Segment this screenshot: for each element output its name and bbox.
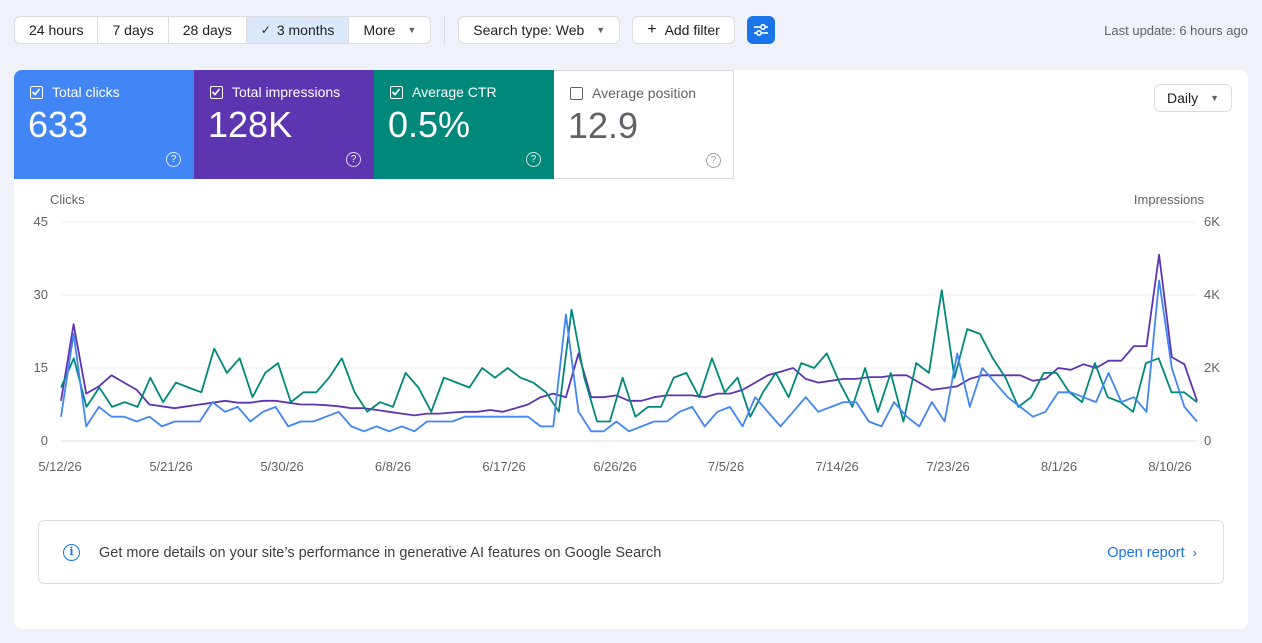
range-28-days[interactable]: 28 days [169, 17, 247, 43]
range-label: 3 months [276, 22, 335, 38]
performance-card: Total clicks 633 ? Total impressions 128… [14, 70, 1248, 629]
caret-down-icon: ▼ [596, 25, 606, 35]
open-report-link[interactable]: Open report › [1107, 545, 1197, 561]
help-icon[interactable]: ? [346, 152, 361, 167]
sliders-icon [753, 23, 768, 37]
metric-label: Total impressions [232, 84, 341, 100]
add-filter-label: Add filter [664, 22, 720, 38]
y-axis-left-title: Clicks [50, 192, 85, 207]
last-update-text: Last update: 6 hours ago [1104, 23, 1248, 38]
toolbar: 24 hours 7 days 28 days ✓ 3 months More ▼ … [14, 16, 775, 44]
help-icon[interactable]: ? [526, 152, 541, 167]
chevron-right-icon: › [1192, 545, 1197, 560]
range-3-months[interactable]: ✓ 3 months [246, 17, 350, 43]
y-tick-left: 0 [41, 433, 48, 448]
check-icon: ✓ [260, 23, 271, 37]
performance-chart: Clicks Impressions 45 6K 30 4K 15 2K 0 0 5/12/26 5/… [34, 192, 1221, 474]
x-tick-label: 8/10/26 [1148, 459, 1191, 474]
metric-total-impressions[interactable]: Total impressions 128K ? [194, 70, 374, 179]
metric-label: Average CTR [412, 84, 497, 100]
metric-value: 128K [208, 104, 293, 145]
y-tick-right: 0 [1204, 433, 1211, 448]
date-range-selector: 24 hours 7 days 28 days ✓ 3 months More ▼ [14, 16, 432, 44]
toolbar-divider [444, 16, 446, 44]
metric-average-position[interactable]: Average position 12.9 ? [554, 70, 734, 179]
x-tick-label: 7/14/26 [815, 459, 858, 474]
granularity-dropdown[interactable]: Daily ▼ [1153, 84, 1232, 112]
series-line-ctr [60, 289, 1198, 423]
ai-features-banner: i Get more details on your site’s perfor… [38, 520, 1224, 584]
open-report-label: Open report [1107, 545, 1185, 561]
metric-total-clicks[interactable]: Total clicks 633 ? [14, 70, 194, 179]
metric-label: Total clicks [52, 84, 120, 100]
y-tick-left: 15 [34, 360, 48, 375]
metric-average-ctr[interactable]: Average CTR 0.5% ? [374, 70, 554, 179]
metric-value: 12.9 [568, 105, 639, 146]
metric-value: 633 [28, 104, 89, 145]
help-icon[interactable]: ? [166, 152, 181, 167]
range-more-dropdown[interactable]: More ▼ [349, 17, 430, 43]
search-type-dropdown[interactable]: Search type: Web ▼ [458, 16, 621, 44]
y-tick-right: 4K [1204, 287, 1220, 302]
y-tick-right: 2K [1204, 360, 1220, 375]
series-line-impressions [60, 253, 1198, 417]
banner-message: Get more details on your site’s performa… [99, 545, 662, 561]
x-tick-label: 6/26/26 [593, 459, 636, 474]
x-tick-label: 5/12/26 [38, 459, 81, 474]
x-tick-label: 6/17/26 [482, 459, 525, 474]
add-filter-button[interactable]: + Add filter [632, 16, 735, 44]
checkbox-checked-icon[interactable] [210, 86, 223, 99]
checkbox-checked-icon[interactable] [390, 86, 403, 99]
y-axis-right-title: Impressions [1134, 192, 1205, 207]
range-label: 28 days [182, 22, 232, 38]
x-tick-label: 7/23/26 [926, 459, 969, 474]
x-tick-label: 7/5/26 [708, 459, 744, 474]
checkbox-checked-icon[interactable] [30, 86, 43, 99]
granularity-label: Daily [1166, 90, 1199, 106]
help-icon[interactable]: ? [706, 153, 721, 168]
caret-down-icon: ▼ [407, 25, 417, 35]
range-label: 7 days [112, 22, 154, 38]
y-tick-left: 30 [34, 287, 48, 302]
range-7-days[interactable]: 7 days [98, 17, 169, 43]
series-line-clicks [60, 279, 1198, 433]
plus-icon: + [647, 21, 657, 38]
y-tick-left: 45 [34, 214, 48, 229]
range-label: More [363, 22, 396, 38]
x-tick-label: 5/21/26 [149, 459, 192, 474]
metric-tabs: Total clicks 633 ? Total impressions 128… [14, 70, 734, 179]
range-24-hours[interactable]: 24 hours [15, 17, 99, 43]
search-type-label: Search type: Web [473, 22, 585, 38]
range-label: 24 hours [29, 22, 84, 38]
x-tick-label: 8/1/26 [1041, 459, 1077, 474]
y-tick-right: 6K [1204, 214, 1220, 229]
caret-down-icon: ▼ [1210, 93, 1219, 103]
x-tick-label: 6/8/26 [375, 459, 411, 474]
checkbox-unchecked-icon[interactable] [570, 87, 583, 100]
info-icon: i [63, 544, 80, 561]
metric-label: Average position [592, 85, 697, 101]
metric-value: 0.5% [388, 104, 471, 145]
x-tick-label: 5/30/26 [260, 459, 303, 474]
filter-settings-button[interactable] [746, 16, 775, 44]
